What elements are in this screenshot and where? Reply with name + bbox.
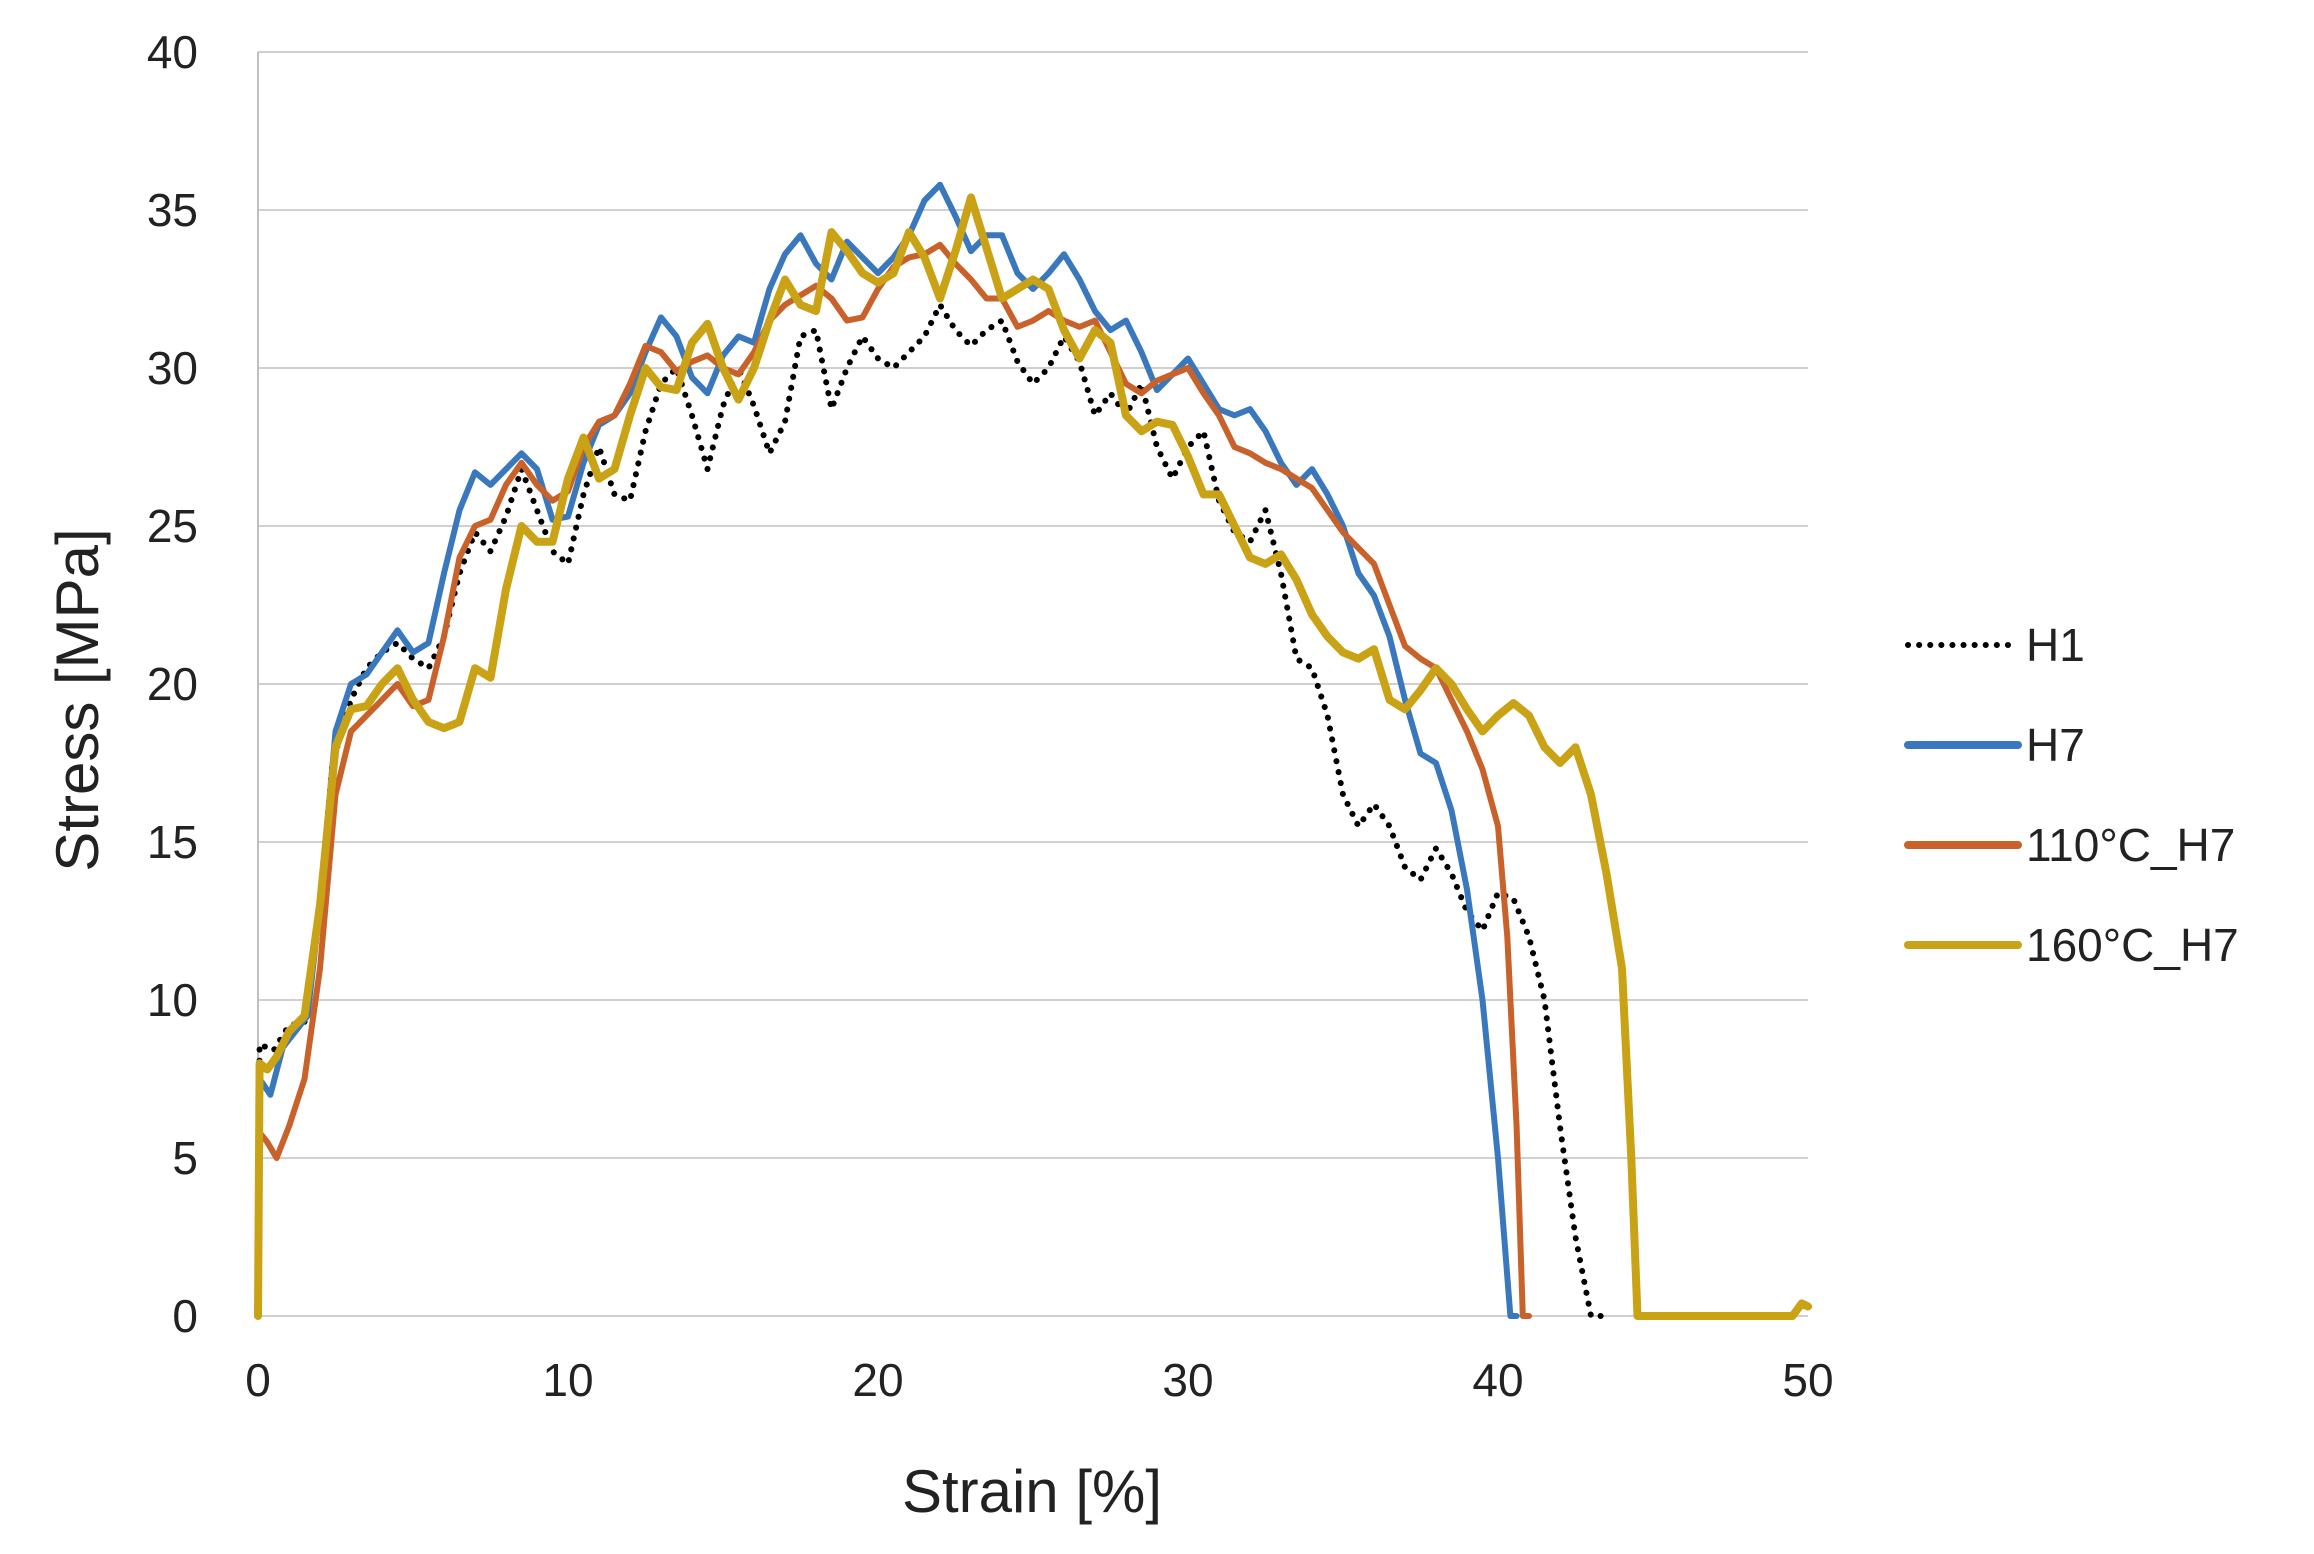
y-tick-labels: 0 5 10 15 20 25 30 35 40 — [147, 26, 198, 1342]
series-line-h1 — [255, 301, 1610, 1319]
x-tick-label: 10 — [542, 1354, 593, 1406]
x-tick-labels: 0 10 20 30 40 50 — [245, 1354, 1833, 1406]
y-tick-label: 10 — [147, 974, 198, 1026]
series-lines — [254, 181, 1812, 1320]
legend-label: H7 — [2026, 719, 2085, 771]
y-tick-label: 25 — [147, 500, 198, 552]
series-line-h7 — [255, 181, 1520, 1319]
y-tick-label: 0 — [172, 1290, 198, 1342]
series-line-160-c-h7 — [254, 193, 1812, 1320]
y-tick-label: 30 — [147, 342, 198, 394]
x-tick-label: 30 — [1162, 1354, 1213, 1406]
gridlines — [258, 51, 1808, 1317]
x-tick-label: 50 — [1782, 1354, 1833, 1406]
series-line-110-c-h7 — [255, 241, 1532, 1319]
legend: H1 H7 110°C_H7 160°C_H7 — [1904, 619, 2239, 971]
x-axis-title: Strain [%] — [902, 1458, 1162, 1525]
y-tick-label: 5 — [172, 1132, 198, 1184]
x-tick-label: 20 — [852, 1354, 903, 1406]
y-tick-label: 15 — [147, 816, 198, 868]
legend-label: 160°C_H7 — [2026, 919, 2239, 971]
y-axis-title: Stress [MPa] — [44, 528, 111, 871]
y-tick-label: 20 — [147, 658, 198, 710]
x-tick-label: 0 — [245, 1354, 271, 1406]
x-tick-label: 40 — [1472, 1354, 1523, 1406]
legend-label: 110°C_H7 — [2026, 819, 2235, 871]
y-tick-label: 40 — [147, 26, 198, 78]
y-tick-label: 35 — [147, 184, 198, 236]
legend-label: H1 — [2026, 619, 2085, 671]
